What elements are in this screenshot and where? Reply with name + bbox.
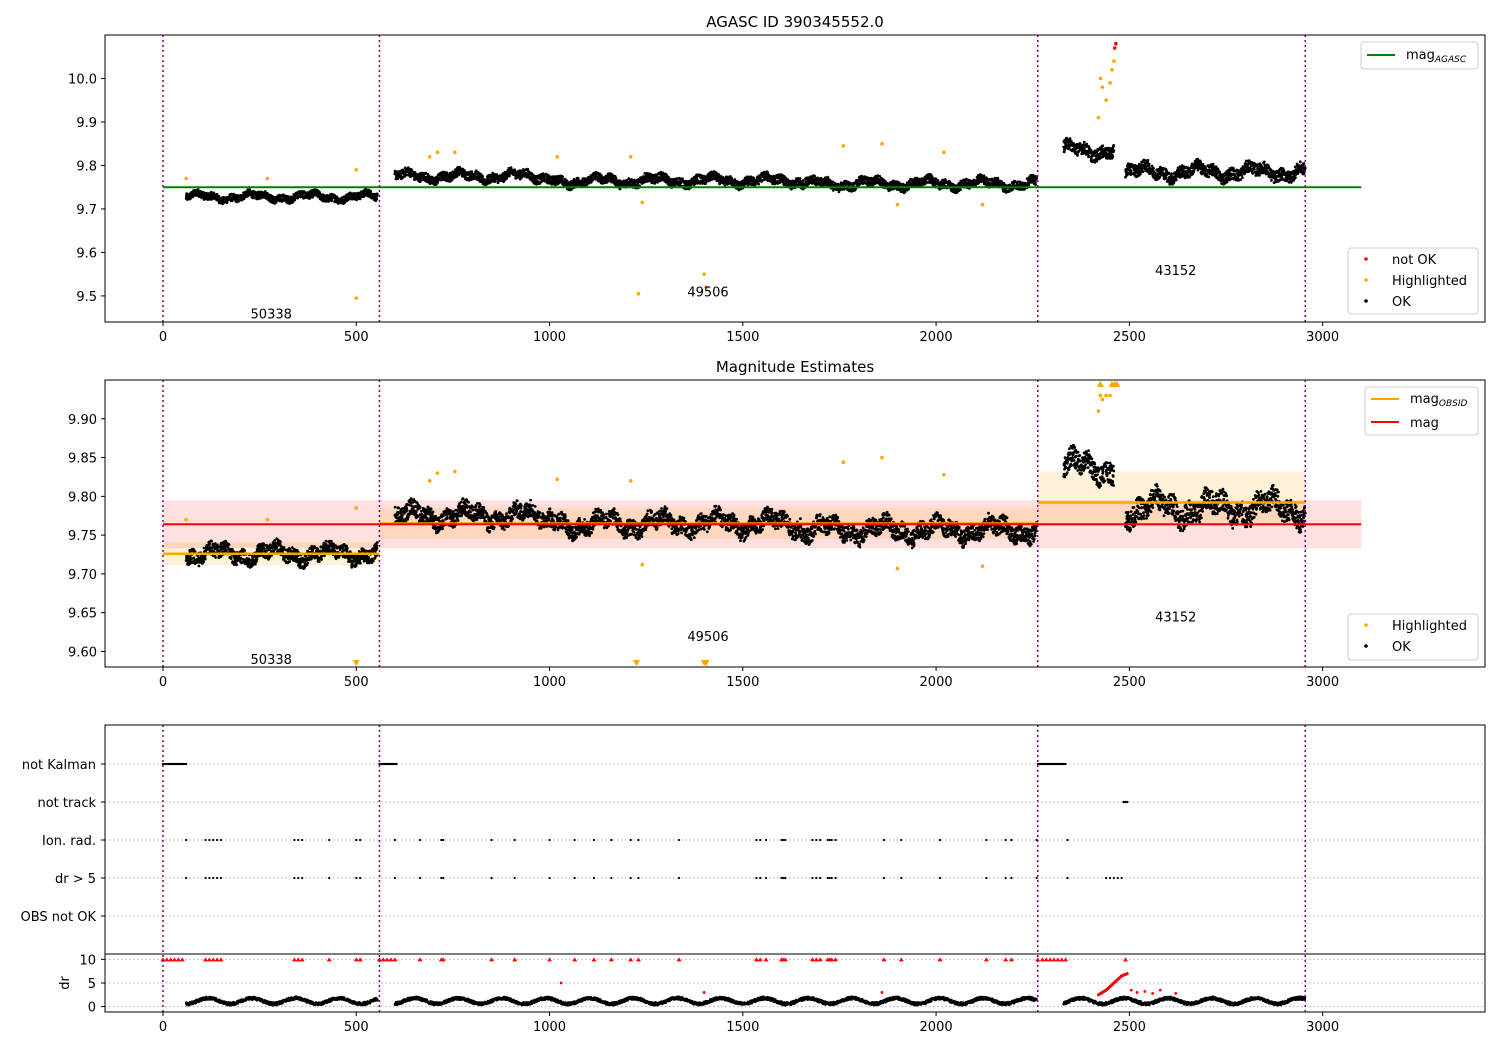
ok-point [1207, 175, 1211, 179]
ok-point [281, 193, 285, 197]
ok-point [1294, 176, 1297, 180]
ok-point [1241, 176, 1244, 180]
ok-point [730, 176, 734, 180]
ok-point [1232, 167, 1235, 170]
ok-point [1170, 172, 1173, 176]
ok-point [576, 177, 580, 180]
ok-point [1141, 170, 1145, 173]
ok-point [196, 188, 200, 191]
ok-point [1087, 154, 1091, 158]
ok-point [1152, 166, 1155, 170]
ok-point [271, 195, 274, 198]
ok-point [757, 182, 761, 186]
ok-point [1256, 165, 1260, 169]
ok-point [330, 199, 333, 203]
ok-point [1196, 168, 1200, 172]
ok-point [1085, 142, 1089, 146]
ok-point [1216, 168, 1220, 172]
ok-point [1082, 140, 1086, 144]
ok-point [1174, 178, 1178, 182]
ok-point [248, 188, 252, 192]
ok-point [1089, 148, 1093, 152]
ok-point [1240, 174, 1244, 177]
ok-point [837, 182, 840, 186]
ok-point [982, 174, 986, 178]
ok-point [1007, 189, 1011, 193]
ok-point [1111, 155, 1115, 159]
ok-point [1095, 159, 1099, 163]
ok-point [798, 177, 802, 180]
ok-point [369, 189, 373, 193]
ok-point [1211, 162, 1215, 166]
ok-point [1167, 172, 1171, 175]
ok-point [1101, 144, 1105, 148]
ok-point [217, 195, 221, 198]
ok-point [900, 190, 903, 194]
ok-point [1270, 179, 1273, 182]
ok-point [1252, 168, 1256, 171]
ok-point [959, 188, 962, 192]
ok-point [1218, 170, 1222, 174]
ok-point [1035, 176, 1038, 180]
ok-point [375, 192, 379, 196]
ok-point [1262, 160, 1266, 164]
ok-point [561, 175, 564, 179]
ok-point [251, 196, 255, 199]
ok-point [1091, 154, 1095, 157]
ok-point [977, 181, 980, 185]
ok-point [481, 175, 485, 178]
ok-point [1068, 137, 1072, 140]
ok-point [1147, 162, 1151, 166]
ok-point [493, 180, 497, 183]
ok-point [1164, 176, 1168, 180]
ok-point [1146, 158, 1150, 162]
ok-point [614, 176, 618, 180]
panel-title: AGASC ID 390345552.0 [706, 13, 884, 31]
ok-point [679, 181, 683, 185]
ok-point [225, 200, 229, 204]
ok-point [1129, 169, 1133, 173]
ok-point [1298, 160, 1302, 164]
ok-point [1076, 154, 1079, 157]
ok-point [1302, 162, 1306, 166]
ok-point [1225, 180, 1229, 184]
ok-point [333, 193, 336, 197]
ok-point [1112, 149, 1116, 153]
ok-point [293, 198, 297, 202]
ok-point [1034, 183, 1038, 186]
ok-point [1143, 158, 1146, 162]
ok-point [1112, 144, 1115, 147]
ok-point [375, 197, 379, 201]
ok-point [1199, 160, 1202, 164]
ok-point [801, 179, 805, 182]
ok-point [508, 174, 511, 178]
